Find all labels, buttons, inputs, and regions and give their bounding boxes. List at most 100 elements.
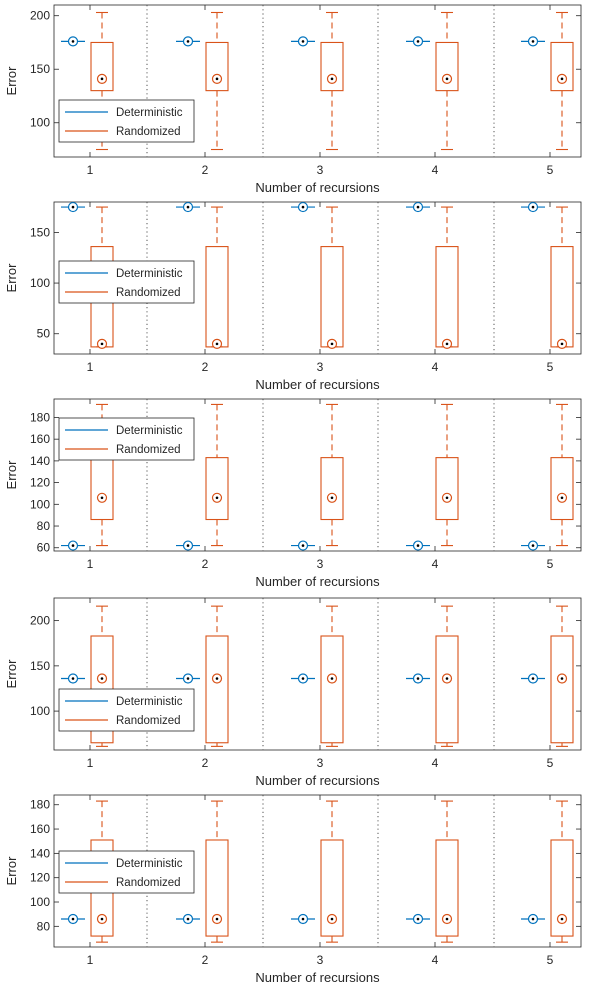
x-tick-label: 1 bbox=[87, 953, 94, 967]
panel-4: 100 150 200 1 2 3 4 5 Number of recursions Error D… bbox=[4, 597, 582, 788]
deterministic-median-dot bbox=[531, 40, 535, 43]
x-tick-label: 3 bbox=[317, 163, 324, 177]
x-tick-label: 4 bbox=[432, 756, 439, 770]
y-tick-label: 100 bbox=[30, 895, 50, 909]
y-tick-label: 50 bbox=[37, 327, 51, 341]
deterministic-median-dot bbox=[531, 917, 535, 921]
legend-box bbox=[58, 850, 195, 894]
deterministic-median-dot bbox=[186, 40, 190, 43]
randomized-median-dot bbox=[445, 77, 449, 81]
deterministic-median-dot bbox=[416, 205, 420, 209]
deterministic-median-dot bbox=[186, 677, 190, 680]
randomized-median-dot bbox=[445, 496, 449, 500]
panel-2: 50 100 150 1 2 3 4 5 Number of recursions Error De… bbox=[4, 201, 582, 392]
y-tick-label: 100 bbox=[30, 116, 50, 130]
y-axis-label: Error bbox=[4, 659, 19, 689]
y-tick-label: 200 bbox=[30, 614, 50, 628]
deterministic-median-dot bbox=[301, 677, 305, 680]
legend-deterministic-label: Deterministic bbox=[116, 268, 183, 280]
y-axis-label: Error bbox=[4, 856, 19, 886]
y-axis-label: Error bbox=[4, 460, 19, 490]
y-tick-label: 140 bbox=[30, 846, 50, 860]
randomized-box bbox=[320, 457, 344, 521]
legend-deterministic-label: Deterministic bbox=[116, 425, 183, 437]
randomized-box bbox=[90, 41, 114, 92]
randomized-box bbox=[550, 635, 574, 744]
randomized-box bbox=[205, 41, 229, 92]
y-tick-label: 120 bbox=[30, 871, 50, 885]
deterministic-median-dot bbox=[531, 544, 535, 547]
y-tick-label: 150 bbox=[30, 62, 50, 76]
y-tick-label: 80 bbox=[37, 919, 51, 933]
legend-randomized-label: Randomized bbox=[116, 287, 181, 299]
deterministic-median-dot bbox=[301, 544, 305, 547]
panel-3: 60 80 100 120 140 160 180 1 2 3 4 5 Number of recurs… bbox=[4, 398, 582, 589]
x-tick-label: 5 bbox=[547, 557, 554, 571]
x-tick-label: 5 bbox=[547, 360, 554, 374]
legend: Deterministic Randomized bbox=[58, 417, 195, 461]
deterministic-median-dot bbox=[186, 205, 190, 209]
deterministic-median-dot bbox=[531, 205, 535, 209]
deterministic-median-dot bbox=[301, 205, 305, 209]
deterministic-median-dot bbox=[301, 40, 305, 43]
deterministic-median-dot bbox=[186, 544, 190, 547]
randomized-median-dot bbox=[445, 342, 449, 346]
x-tick-label: 3 bbox=[317, 360, 324, 374]
randomized-box bbox=[435, 635, 459, 744]
deterministic-median-dot bbox=[186, 917, 190, 921]
x-tick-label: 2 bbox=[202, 557, 209, 571]
randomized-median-dot bbox=[560, 677, 564, 680]
y-tick-label: 100 bbox=[30, 497, 50, 511]
legend-deterministic-label: Deterministic bbox=[116, 858, 183, 870]
y-tick-label: 140 bbox=[30, 454, 50, 468]
randomized-median-dot bbox=[215, 496, 219, 500]
legend-deterministic-label: Deterministic bbox=[116, 696, 183, 708]
randomized-median-dot bbox=[560, 77, 564, 81]
randomized-median-dot bbox=[215, 77, 219, 81]
randomized-box bbox=[205, 839, 229, 937]
x-axis-label: Number of recursions bbox=[255, 574, 380, 589]
randomized-median-dot bbox=[100, 677, 104, 680]
randomized-box bbox=[550, 839, 574, 937]
y-tick-label: 150 bbox=[30, 225, 50, 239]
x-axis-label: Number of recursions bbox=[255, 180, 380, 195]
y-tick-label: 60 bbox=[37, 541, 51, 555]
legend: Deterministic Randomized bbox=[58, 99, 195, 143]
legend-box bbox=[58, 99, 195, 143]
y-tick-label: 180 bbox=[30, 410, 50, 424]
legend-box bbox=[58, 260, 195, 304]
deterministic-median-dot bbox=[301, 917, 305, 921]
legend: Deterministic Randomized bbox=[58, 688, 195, 732]
deterministic-median-dot bbox=[71, 917, 75, 921]
randomized-median-dot bbox=[330, 917, 334, 921]
randomized-box bbox=[320, 41, 344, 92]
y-tick-label: 150 bbox=[30, 659, 50, 673]
y-tick-label: 120 bbox=[30, 476, 50, 490]
y-tick-label: 160 bbox=[30, 822, 50, 836]
panel-5: 80 100 120 140 160 180 1 2 3 4 5 Number of recursio… bbox=[4, 794, 582, 985]
x-tick-label: 5 bbox=[547, 163, 554, 177]
randomized-median-dot bbox=[100, 917, 104, 921]
randomized-box bbox=[205, 635, 229, 744]
x-tick-label: 5 bbox=[547, 756, 554, 770]
deterministic-median-dot bbox=[416, 917, 420, 921]
randomized-box bbox=[435, 457, 459, 521]
x-axis-label: Number of recursions bbox=[255, 773, 380, 788]
legend-deterministic-label: Deterministic bbox=[116, 107, 183, 119]
y-tick-label: 80 bbox=[37, 519, 51, 533]
y-axis-label: Error bbox=[4, 263, 19, 293]
randomized-median-dot bbox=[215, 917, 219, 921]
randomized-box bbox=[320, 635, 344, 744]
x-tick-label: 1 bbox=[87, 557, 94, 571]
deterministic-median-dot bbox=[71, 205, 75, 209]
deterministic-median-dot bbox=[71, 677, 75, 680]
randomized-median-dot bbox=[560, 342, 564, 346]
randomized-median-dot bbox=[215, 677, 219, 680]
y-tick-label: 180 bbox=[30, 798, 50, 812]
x-tick-label: 3 bbox=[317, 557, 324, 571]
legend-randomized-label: Randomized bbox=[116, 715, 181, 727]
randomized-box bbox=[435, 41, 459, 92]
y-axis-label: Error bbox=[4, 66, 19, 96]
panel-1: 100 150 200 1 2 3 4 5 Number of recursions Error D… bbox=[4, 4, 582, 195]
